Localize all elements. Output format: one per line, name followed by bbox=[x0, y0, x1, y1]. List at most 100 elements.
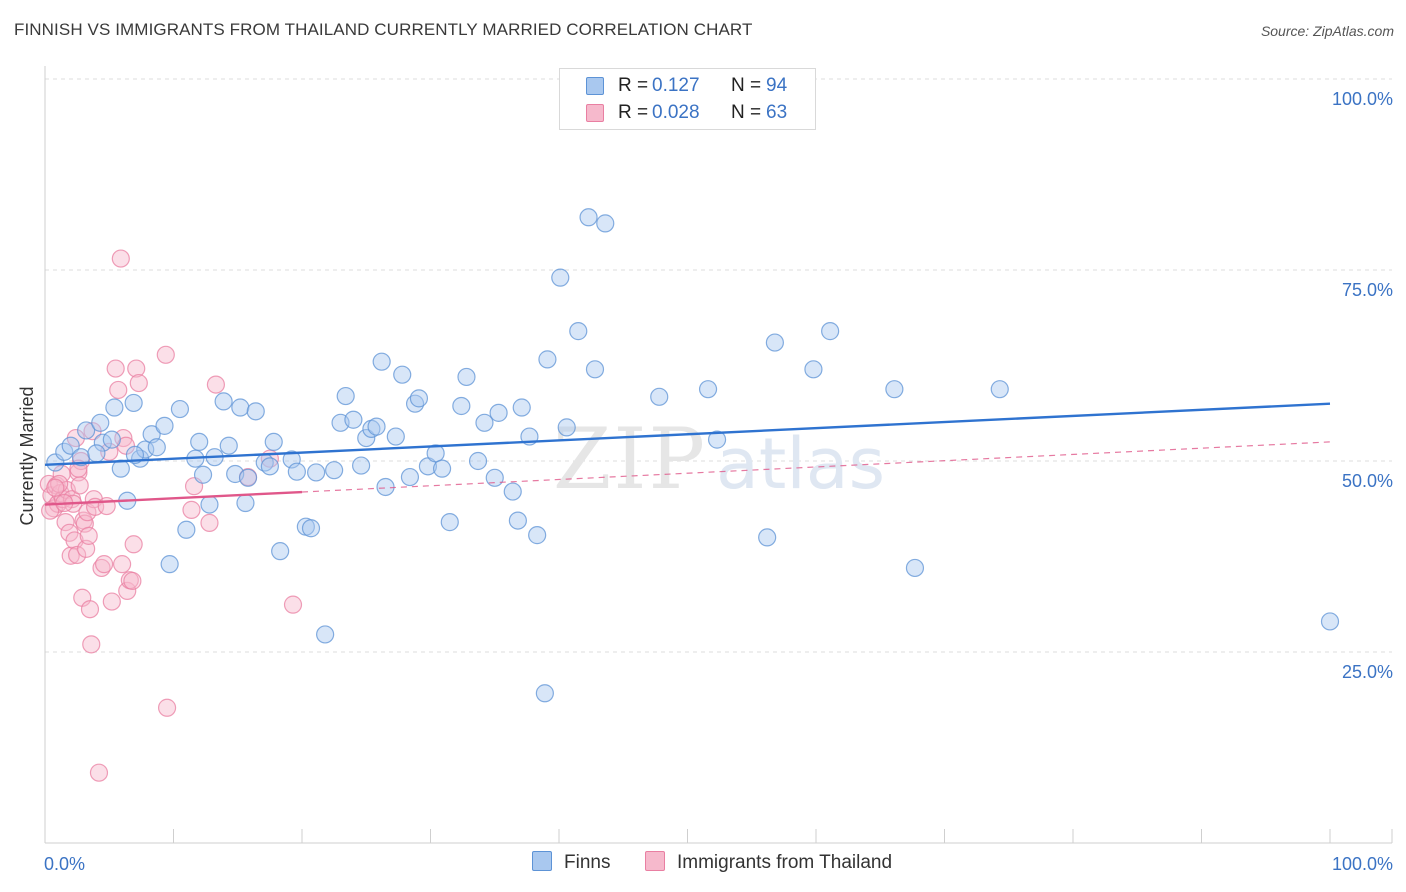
legend-n-value: 63 bbox=[766, 102, 788, 123]
finns-point bbox=[468, 451, 488, 471]
finns-point bbox=[821, 322, 840, 341]
finns-point bbox=[264, 432, 283, 451]
finns-point bbox=[307, 463, 326, 482]
finns-point bbox=[214, 392, 233, 411]
finns-point bbox=[61, 436, 80, 455]
finns-point bbox=[325, 461, 344, 480]
thailand-point bbox=[79, 526, 98, 545]
bottom-legend-swatch-thailand bbox=[645, 851, 665, 871]
thailand-point bbox=[102, 592, 121, 611]
finns-point bbox=[155, 416, 174, 435]
bottom-legend-swatch-finns bbox=[532, 851, 552, 871]
bottom-legend-finns: Finns bbox=[532, 851, 610, 874]
finns-point bbox=[87, 444, 106, 463]
thailand-trend-line bbox=[44, 490, 303, 506]
finns-point bbox=[77, 421, 96, 440]
finns-point bbox=[508, 511, 527, 530]
finns-point bbox=[367, 417, 386, 436]
finns-point bbox=[91, 413, 110, 432]
finns-point bbox=[707, 430, 727, 449]
finns-point bbox=[585, 360, 605, 379]
finns-point bbox=[316, 625, 335, 644]
legend-n-label: N = bbox=[731, 102, 762, 123]
finns-point bbox=[271, 542, 290, 561]
finns-point bbox=[400, 467, 420, 487]
thailand-point bbox=[46, 478, 65, 497]
thailand-point bbox=[157, 698, 177, 717]
finns-point bbox=[538, 350, 557, 369]
finns-point bbox=[102, 430, 121, 449]
finns-point bbox=[579, 208, 598, 227]
thailand-point bbox=[112, 555, 132, 574]
finns-point bbox=[193, 465, 213, 484]
y-axis-label: Currently Married bbox=[17, 386, 37, 525]
axes bbox=[44, 66, 1393, 844]
legend-n-value: 94 bbox=[766, 75, 788, 96]
finns-point bbox=[105, 398, 124, 417]
legend-swatch-finns bbox=[586, 77, 604, 95]
thailand-point bbox=[129, 373, 148, 393]
finns-point bbox=[475, 413, 494, 432]
finns-point bbox=[503, 482, 522, 501]
thailand-point bbox=[70, 476, 89, 495]
finns-point bbox=[124, 393, 143, 413]
finns-point bbox=[219, 436, 238, 455]
finns-point bbox=[136, 440, 155, 459]
finns-point bbox=[765, 333, 784, 352]
finns-trend-line bbox=[44, 402, 1331, 467]
finns-point bbox=[238, 468, 258, 487]
watermark: ZIP atlas bbox=[553, 410, 885, 508]
legend-swatch-thailand bbox=[586, 104, 604, 122]
thailand-point bbox=[156, 345, 175, 364]
watermark-zip: ZIP bbox=[553, 410, 707, 508]
axis-tick-labels: 25.0% 50.0% 75.0% 100.0% 0.0% 100.0% bbox=[44, 89, 1393, 874]
finns-point bbox=[551, 268, 570, 287]
finns-point bbox=[758, 528, 777, 547]
finns-point bbox=[596, 214, 615, 233]
legend-r-value: 0.028 bbox=[652, 102, 700, 123]
finns-point bbox=[557, 418, 576, 437]
finns-point bbox=[260, 457, 279, 476]
thailand-point bbox=[82, 635, 101, 654]
thailand-point bbox=[124, 535, 143, 554]
finns-point bbox=[440, 513, 459, 532]
finns-point bbox=[246, 402, 265, 421]
finns-point bbox=[231, 398, 250, 417]
thailand-point bbox=[56, 513, 75, 532]
finns-point bbox=[409, 389, 429, 408]
finns-point bbox=[190, 432, 209, 451]
thailand-point bbox=[200, 513, 219, 532]
series-thailand bbox=[39, 249, 303, 782]
finns-point bbox=[885, 380, 904, 399]
thailand-point bbox=[106, 359, 125, 378]
finns-point bbox=[386, 427, 405, 446]
thailand-point bbox=[127, 359, 146, 378]
finns-point bbox=[804, 360, 823, 379]
finns-point bbox=[489, 403, 508, 422]
finns-point bbox=[650, 387, 669, 406]
y-tick-label: 75.0% bbox=[1342, 280, 1393, 300]
thailand-point bbox=[95, 555, 114, 574]
finns-point bbox=[376, 477, 395, 497]
correlation-legend: R = 0.127 N = 94 R = 0.028 N = 63 bbox=[559, 68, 816, 130]
legend-r-value: 0.127 bbox=[652, 75, 700, 96]
finns-point bbox=[287, 462, 306, 481]
chart-title: FINNISH VS IMMIGRANTS FROM THAILAND CURR… bbox=[14, 20, 753, 39]
thailand-point bbox=[123, 571, 142, 591]
finns-point bbox=[426, 444, 445, 463]
thailand-point bbox=[68, 545, 87, 565]
y-tick-label: 25.0% bbox=[1342, 662, 1393, 682]
finns-point bbox=[372, 352, 391, 371]
finns-point bbox=[698, 380, 718, 399]
trend-lines bbox=[44, 402, 1331, 506]
finns-point bbox=[301, 519, 321, 538]
thailand-point bbox=[80, 600, 100, 619]
finns-point bbox=[1320, 612, 1340, 631]
x-tick-label-left: 0.0% bbox=[44, 854, 85, 874]
thailand-point bbox=[206, 375, 226, 394]
finns-point bbox=[528, 526, 547, 545]
y-tick-label: 50.0% bbox=[1342, 471, 1393, 491]
finns-point bbox=[905, 558, 925, 578]
thailand-point bbox=[283, 595, 303, 614]
